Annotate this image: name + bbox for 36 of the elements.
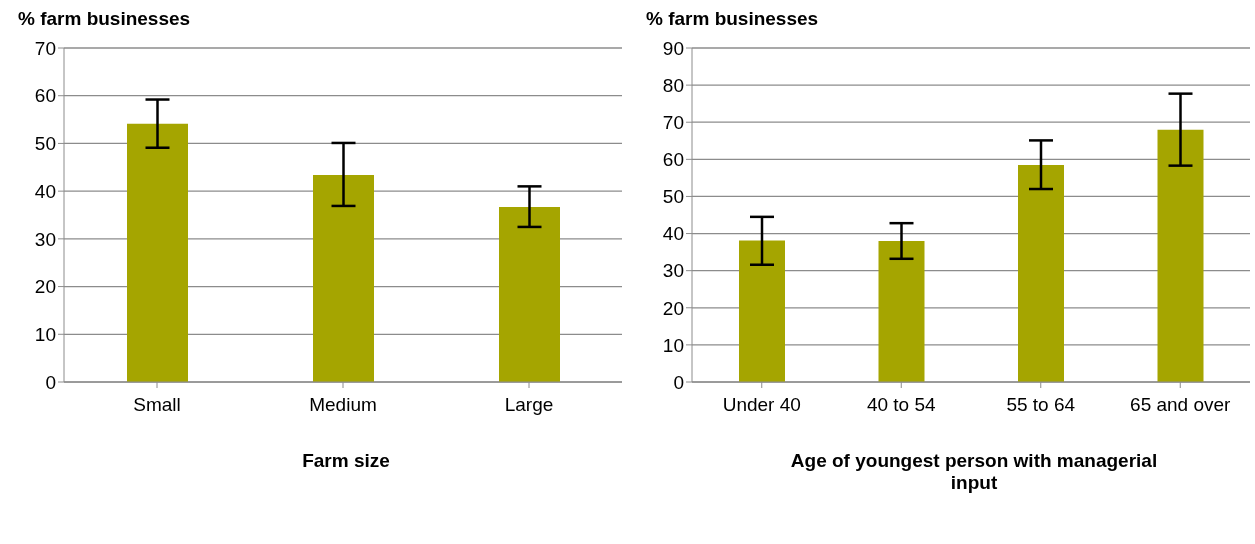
x-tick-label: 55 to 64 [1006,394,1076,416]
x-axis-title: Age of youngest person with managerial input [789,450,1159,494]
bar [499,206,560,382]
bar [127,123,188,382]
x-tick-label: Small [133,394,181,416]
bar [1018,164,1064,382]
y-axis-title: % farm businesses [646,8,820,31]
y-tick-label: 90 [662,37,684,59]
y-tick-label: 70 [34,37,56,59]
y-tick-label: 20 [34,276,56,298]
y-tick-label: 80 [662,74,684,96]
y-tick-label: 30 [34,228,56,250]
x-tick-label: Under 40 [722,394,801,416]
y-tick-label: 0 [45,371,56,393]
y-tick-label: 30 [662,260,684,282]
y-tick-label: 10 [662,334,684,356]
x-tick-label: Medium [309,394,377,416]
bar [739,240,785,382]
y-tick-label: 50 [662,186,684,208]
y-tick-label: 40 [662,223,684,245]
x-tick-label: 40 to 54 [866,394,937,416]
y-tick-label: 0 [673,371,684,393]
x-tick-label: Large [504,394,554,416]
bar [1157,129,1204,382]
y-axis-title: % farm businesses [18,8,192,31]
y-tick-label: 50 [34,133,56,155]
x-tick-label: 65 and over [1130,394,1232,416]
y-tick-label: 60 [34,85,56,107]
y-tick-label: 10 [34,324,56,346]
y-tick-label: 20 [662,297,684,319]
bar [313,174,374,382]
bar [878,240,925,382]
y-tick-label: 70 [662,111,684,133]
y-tick-label: 60 [662,149,684,171]
y-tick-label: 40 [34,180,56,202]
x-axis-title: Farm size [301,450,391,472]
